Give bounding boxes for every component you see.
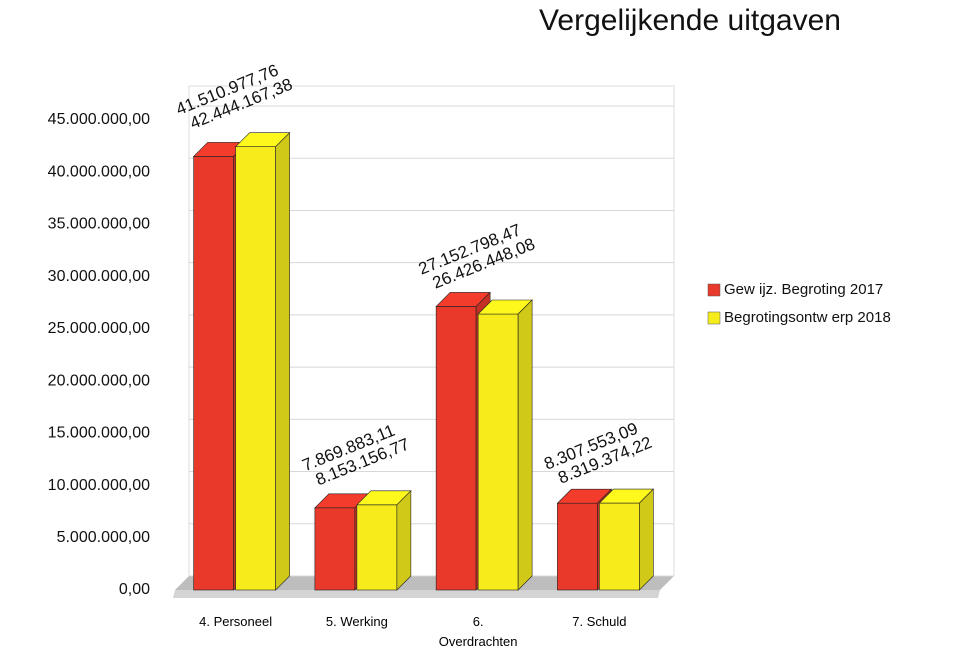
x-tick-label: 6. Overdrachten — [438, 614, 518, 649]
legend-swatch — [707, 283, 721, 297]
y-tick-label: 10.000.000,00 — [48, 477, 150, 494]
x-tick-label: 5. Werking — [325, 614, 388, 629]
y-tick-label: 35.000.000,00 — [48, 216, 150, 233]
x-tick-label-box: 6. Overdrachten — [438, 614, 518, 649]
floor — [175, 576, 674, 590]
bar-side — [639, 488, 654, 591]
bar — [477, 313, 519, 591]
legend-label: Begrotingsontw erp 2018 — [724, 309, 891, 326]
y-tick-label: 30.000.000,00 — [48, 268, 150, 285]
y-tick-label: 5.000.000,00 — [57, 529, 151, 546]
x-tick-label: 4. Personeel — [199, 614, 273, 629]
x-tick-label-box: 4. Personeel — [199, 614, 273, 629]
bar-side — [396, 490, 412, 591]
bar — [314, 507, 356, 591]
bar — [435, 306, 477, 591]
bar-side — [517, 299, 533, 591]
y-tick-label: 40.000.000,00 — [48, 163, 150, 180]
bar — [557, 502, 598, 591]
bar — [193, 156, 234, 591]
y-tick-label: 0,00 — [119, 581, 150, 598]
y-tick-label: 20.000.000,00 — [48, 372, 150, 389]
legend-swatch — [707, 311, 721, 325]
chart-title: Vergelijkende uitgaven — [539, 4, 841, 37]
x-tick-label: 7. Schuld — [572, 614, 627, 629]
bar — [599, 502, 640, 591]
bar — [235, 146, 276, 591]
bar-side — [275, 131, 290, 591]
y-tick-label: 25.000.000,00 — [48, 320, 150, 337]
x-tick-label-box: 5. Werking — [325, 614, 388, 629]
y-tick-label: 45.000.000,00 — [48, 111, 150, 128]
floor-front — [173, 590, 660, 598]
y-tick-label: 15.000.000,00 — [48, 425, 150, 442]
x-tick-label-box: 7. Schuld — [572, 614, 627, 629]
bar — [356, 504, 398, 591]
legend-label: Gew ijz. Begroting 2017 — [724, 281, 883, 298]
